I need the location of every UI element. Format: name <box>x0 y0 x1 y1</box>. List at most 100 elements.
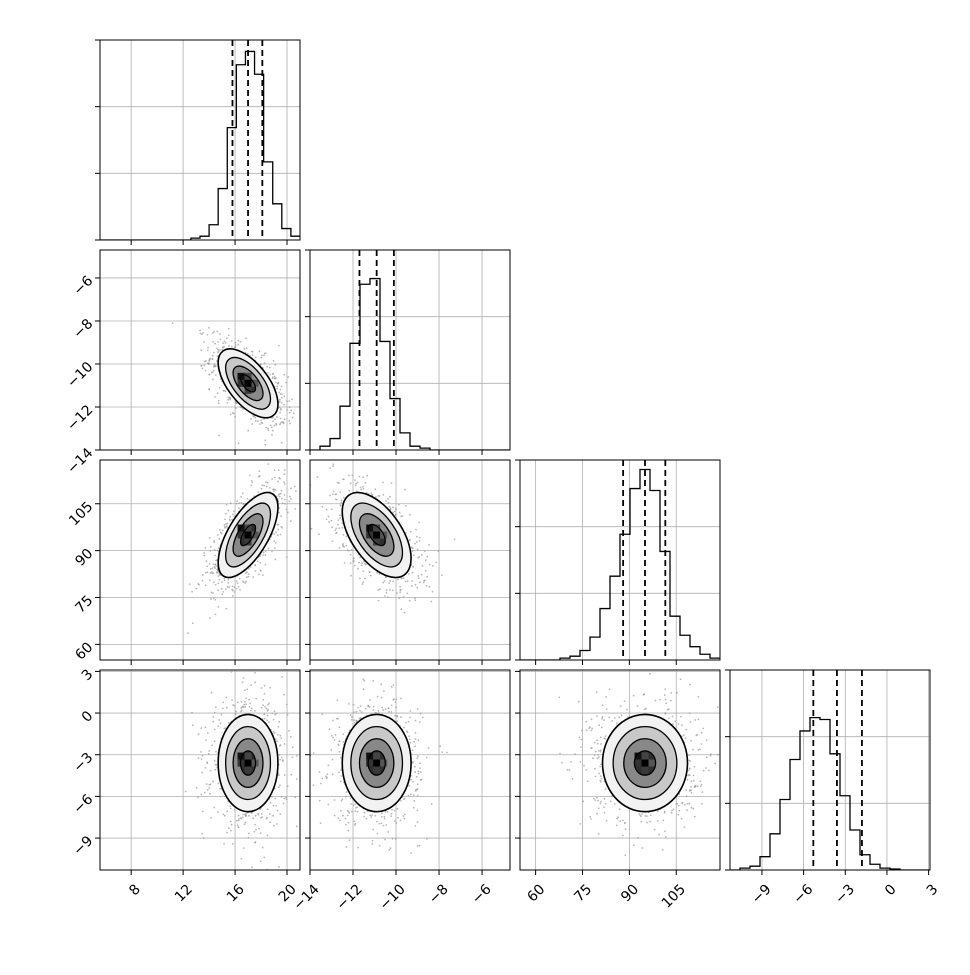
scatter-point <box>705 767 707 769</box>
scatter-point <box>278 774 280 776</box>
panel-3-1: −14−12−10−8−6 <box>291 670 510 914</box>
scatter-point <box>410 531 412 533</box>
scatter-point <box>288 730 290 732</box>
scatter-point <box>369 699 371 701</box>
scatter-point <box>616 825 618 827</box>
scatter-point <box>286 704 288 706</box>
scatter-point <box>665 702 667 704</box>
scatter-point <box>280 393 282 395</box>
scatter-point <box>413 800 415 802</box>
scatter-point <box>412 550 414 552</box>
scatter-point <box>351 716 353 718</box>
scatter-point <box>227 586 229 588</box>
scatter-point <box>198 757 200 759</box>
scatter-point <box>208 787 210 789</box>
scatter-point <box>236 503 238 505</box>
scatter-point <box>384 839 386 841</box>
scatter-point <box>235 711 237 713</box>
scatter-point <box>200 751 202 753</box>
scatter-point <box>238 820 240 822</box>
scatter-point <box>350 575 352 577</box>
scatter-point <box>212 592 214 594</box>
scatter-point <box>235 407 237 409</box>
scatter-point <box>404 798 406 800</box>
scatter-point <box>231 340 233 342</box>
scatter-point <box>206 762 208 764</box>
scatter-point <box>378 823 380 825</box>
scatter-point <box>397 808 399 810</box>
scatter-point <box>208 389 210 391</box>
scatter-point <box>230 821 232 823</box>
scatter-point <box>200 794 202 796</box>
scatter-point <box>215 614 217 616</box>
scatter-point <box>289 406 291 408</box>
scatter-point <box>250 485 252 487</box>
scatter-point <box>687 803 689 805</box>
scatter-point <box>417 708 419 710</box>
scatter-point <box>205 547 207 549</box>
scatter-point <box>228 328 230 330</box>
scatter-point <box>209 793 211 795</box>
scatter-point <box>272 815 274 817</box>
scatter-point <box>217 341 219 343</box>
scatter-point <box>231 671 233 673</box>
scatter-point <box>208 360 210 362</box>
scatter-point <box>340 810 342 812</box>
scatter-point <box>264 685 266 687</box>
scatter-point <box>416 776 418 778</box>
scatter-point <box>633 844 635 846</box>
scatter-point <box>192 622 194 624</box>
scatter-point <box>242 814 244 816</box>
scatter-point <box>263 354 265 356</box>
scatter-point <box>362 486 364 488</box>
scatter-point <box>332 540 334 542</box>
scatter-point <box>388 711 390 713</box>
scatter-point <box>421 574 423 576</box>
scatter-point <box>603 806 605 808</box>
scatter-point <box>342 543 344 545</box>
scatter-point <box>236 588 238 590</box>
scatter-point <box>217 725 219 727</box>
scatter-point <box>419 767 421 769</box>
scatter-point <box>287 511 289 513</box>
scatter-point <box>345 545 347 547</box>
scatter-point <box>380 683 382 685</box>
scatter-point <box>376 821 378 823</box>
scatter-point <box>338 527 340 529</box>
scatter-point <box>290 498 292 500</box>
scatter-point <box>332 720 334 722</box>
scatter-point <box>701 732 703 734</box>
density-cell <box>245 380 252 387</box>
y-tick-label-4: 3 <box>79 666 97 684</box>
scatter-point <box>393 684 395 686</box>
scatter-point <box>372 829 374 831</box>
scatter-point <box>592 757 594 759</box>
scatter-point <box>277 481 279 483</box>
scatter-point <box>250 684 252 686</box>
scatter-point <box>362 581 364 583</box>
scatter-point <box>418 522 420 524</box>
scatter-point <box>284 418 286 420</box>
scatter-point <box>284 503 286 505</box>
scatter-point <box>218 579 220 581</box>
scatter-point <box>189 583 191 585</box>
scatter-point <box>215 764 217 766</box>
scatter-point <box>258 574 260 576</box>
scatter-point <box>271 796 273 798</box>
scatter-point <box>276 416 278 418</box>
scatter-point <box>337 524 339 526</box>
scatter-point <box>227 579 229 581</box>
scatter-point <box>231 699 233 701</box>
scatter-point <box>251 351 253 353</box>
scatter-point <box>241 701 243 703</box>
scatter-point <box>275 542 277 544</box>
scatter-point <box>205 370 207 372</box>
scatter-point <box>343 497 345 499</box>
scatter-point <box>238 344 240 346</box>
scatter-point <box>272 373 274 375</box>
scatter-point <box>392 507 394 509</box>
scatter-point <box>205 767 207 769</box>
scatter-point <box>411 548 413 550</box>
scatter-point <box>229 516 231 518</box>
scatter-point <box>381 812 383 814</box>
